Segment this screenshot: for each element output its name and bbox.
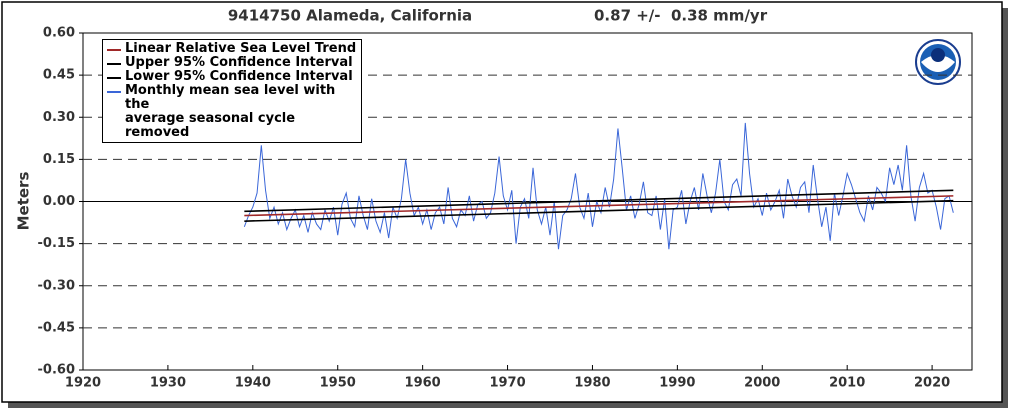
x-tick-label: 1980 bbox=[574, 376, 610, 391]
y-tick-label: 0.45 bbox=[43, 68, 75, 83]
chart-title: 9414750 Alameda, California bbox=[228, 7, 472, 25]
series-line bbox=[244, 195, 954, 217]
y-tick-label: -0.30 bbox=[38, 278, 75, 293]
noaa-logo bbox=[915, 39, 961, 85]
y-tick-label: 0.30 bbox=[43, 110, 75, 125]
y-tick-label: 0.00 bbox=[43, 194, 75, 209]
legend-label: Upper 95% Confidence Interval bbox=[125, 55, 353, 70]
legend-swatch bbox=[107, 77, 121, 79]
y-tick-label: -0.45 bbox=[38, 320, 75, 335]
legend-label: Lower 95% Confidence Interval bbox=[125, 69, 353, 84]
x-tick-label: 1970 bbox=[489, 376, 525, 391]
legend-entry: Upper 95% Confidence Interval bbox=[103, 56, 361, 70]
chart-subtitle: 0.87 +/- 0.38 mm/yr bbox=[594, 7, 768, 25]
legend-entry: Lower 95% Confidence Interval bbox=[103, 70, 361, 84]
legend-label: Monthly mean sea level with the average … bbox=[125, 83, 336, 140]
x-tick-label: 2010 bbox=[829, 376, 865, 391]
x-tick-label: 2000 bbox=[744, 376, 780, 391]
legend-entry: Linear Relative Sea Level Trend bbox=[103, 42, 361, 56]
series-line bbox=[244, 189, 954, 213]
y-tick-label: 0.15 bbox=[43, 152, 75, 167]
legend-entry: Monthly mean sea level with the average … bbox=[103, 84, 361, 140]
x-tick-label: 1920 bbox=[65, 376, 101, 391]
legend: Linear Relative Sea Level Trend Upper 95%… bbox=[102, 39, 362, 143]
y-axis-label: Meters bbox=[15, 172, 33, 231]
legend-swatch bbox=[107, 63, 121, 65]
y-tick-label: -0.60 bbox=[38, 363, 75, 378]
x-tick-label: 1950 bbox=[320, 376, 356, 391]
x-tick-label: 1990 bbox=[659, 376, 695, 391]
marks bbox=[243, 122, 954, 250]
y-tick-label: -0.15 bbox=[38, 236, 75, 251]
x-tick-label: 2020 bbox=[914, 376, 950, 391]
legend-swatch bbox=[107, 49, 121, 51]
x-tick-label: 1960 bbox=[405, 376, 441, 391]
legend-label: Linear Relative Sea Level Trend bbox=[125, 41, 357, 56]
x-tick-label: 1940 bbox=[235, 376, 271, 391]
grid bbox=[79, 32, 972, 371]
x-tick-label: 1930 bbox=[150, 376, 186, 391]
legend-swatch bbox=[107, 91, 121, 93]
y-tick-label: 0.60 bbox=[43, 26, 75, 41]
series-line bbox=[244, 199, 954, 222]
